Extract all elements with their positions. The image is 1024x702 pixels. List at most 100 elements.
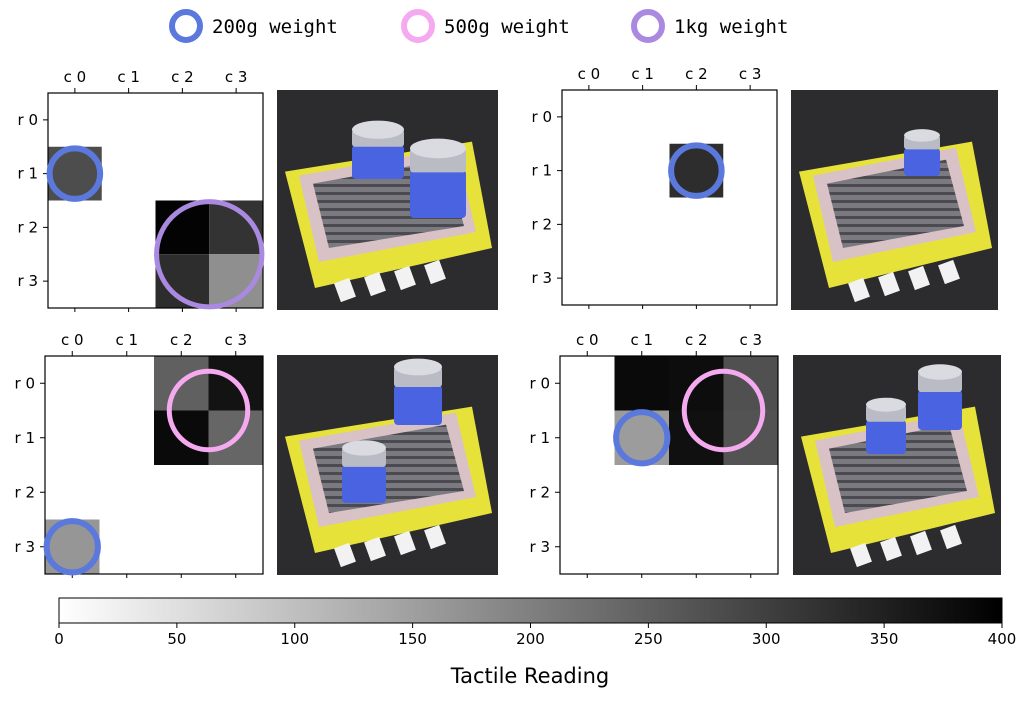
row-tick-label: r 2 <box>18 218 38 236</box>
column-tick-label: c 0 <box>576 331 599 349</box>
row-tick-label: r 2 <box>530 483 550 501</box>
photo-tag <box>878 271 900 297</box>
legend-item-500g: 500g weight <box>401 9 570 43</box>
photo-weight-cap <box>904 129 940 142</box>
photo-tag <box>334 277 356 303</box>
photo-tag <box>910 530 932 556</box>
photo-panel <box>277 90 498 310</box>
column-tick-label: c 1 <box>630 331 653 349</box>
photo-weight-body <box>394 385 442 425</box>
column-tick-label: c 1 <box>115 331 138 349</box>
column-tick-label: c 1 <box>631 65 654 83</box>
row-tick-label: r 3 <box>532 269 552 287</box>
weight-marker-200g <box>43 518 101 576</box>
photo-tag <box>394 265 416 291</box>
heatmap-frame <box>561 89 778 306</box>
legend-label-200g: 200g weight <box>212 16 338 38</box>
weight-marker-200g <box>46 145 104 202</box>
heatmap-bottom-left: c 0 c 1 c 2 c 3 r 0 r 1 r 2 r 3 <box>15 331 264 578</box>
photo-weight-cap <box>410 138 466 159</box>
heatmap-top-right: c 0 c 1 c 2 c 3 r 0 r 1 r 2 r 3 <box>532 65 778 309</box>
legend: 200g weight 500g weight 1kg weight <box>169 9 788 43</box>
column-tick-label: c 0 <box>64 68 87 86</box>
colorbar-label: Tactile Reading <box>450 664 610 688</box>
photo-sensor-grid <box>827 159 964 248</box>
photo-panel <box>793 355 1001 575</box>
column-tick-label: c 0 <box>61 331 84 349</box>
colorbar-tick-label: 300 <box>752 630 781 648</box>
column-tick-label: c 3 <box>224 331 247 349</box>
weight-marker-500g <box>166 368 251 453</box>
heatmap-bottom-right: c 0 c 1 c 2 c 3 r 0 r 1 r 2 r 3 <box>530 331 779 578</box>
photo-weight-cap <box>352 120 404 139</box>
colorbar-tick-label: 0 <box>54 630 64 648</box>
row-tick-label: r 1 <box>15 429 35 447</box>
column-tick-label: c 3 <box>739 331 762 349</box>
photo-tag <box>938 259 960 285</box>
photo-weight-body <box>352 145 404 179</box>
weight-marker-200g <box>668 142 725 199</box>
photo-weight-cap <box>394 358 442 376</box>
colorbar-tick-label: 400 <box>988 630 1017 648</box>
row-tick-label: r 2 <box>532 215 552 233</box>
colorbar-tick-label: 250 <box>634 630 663 648</box>
photo-tag <box>334 542 356 568</box>
row-tick-label: r 3 <box>15 538 35 556</box>
photo-weight-body <box>904 148 940 176</box>
photo-weight-cap <box>918 364 962 380</box>
row-tick-label: r 1 <box>530 429 550 447</box>
photo-tag <box>364 271 386 297</box>
heatmap-panels: c 0 c 1 c 2 c 3 r 0 r 1 r 2 r 3 c 0 c 1 c 2 c 3 r 0 r… <box>15 65 779 578</box>
colorbar-tick-label: 50 <box>167 630 186 648</box>
photo-tag <box>848 277 870 303</box>
column-tick-label: c 2 <box>685 331 708 349</box>
legend-swatch-1kg <box>631 9 665 43</box>
row-tick-label: r 0 <box>530 374 550 392</box>
column-tick-label: c 0 <box>578 65 601 83</box>
column-tick-label: c 3 <box>225 68 248 86</box>
photo-weight-body <box>918 390 962 430</box>
row-tick-label: r 1 <box>532 162 552 180</box>
heatmap-top-left: c 0 c 1 c 2 c 3 r 0 r 1 r 2 r 3 <box>18 68 265 312</box>
photo-tag <box>364 536 386 562</box>
photo-weight-cap <box>342 440 386 456</box>
colorbar-tick-label: 350 <box>870 630 899 648</box>
row-tick-label: r 1 <box>18 165 38 183</box>
row-tick-label: r 0 <box>18 111 38 129</box>
column-tick-label: c 3 <box>739 65 762 83</box>
colorbar-tick-label: 150 <box>398 630 427 648</box>
row-tick-label: r 3 <box>18 272 38 290</box>
photo-tag <box>880 536 902 562</box>
legend-label-500g: 500g weight <box>444 16 570 38</box>
photo-sensor-grid <box>829 424 967 513</box>
weight-marker-200g <box>613 409 671 467</box>
column-tick-label: c 2 <box>171 68 194 86</box>
photo-panel <box>791 90 998 310</box>
colorbar-ticks: 0 50 100 150 200 250 300 350 400 <box>54 623 1016 648</box>
photo-weight-body <box>342 465 386 503</box>
photo-tag <box>424 259 446 285</box>
photo-tag <box>908 265 930 291</box>
heatmap-frame <box>559 355 779 575</box>
photo-weight-cap <box>866 397 906 412</box>
colorbar-tick-label: 200 <box>516 630 545 648</box>
photo-tag <box>850 542 872 568</box>
column-tick-label: c 2 <box>685 65 708 83</box>
row-tick-label: r 0 <box>15 374 35 392</box>
row-tick-label: r 3 <box>530 538 550 556</box>
column-tick-label: c 2 <box>170 331 193 349</box>
column-tick-label: c 1 <box>117 68 140 86</box>
row-tick-label: r 2 <box>15 483 35 501</box>
legend-item-200g: 200g weight <box>169 9 338 43</box>
photo-weight-body <box>410 170 466 218</box>
heatmap-frame <box>47 92 264 309</box>
legend-label-1kg: 1kg weight <box>674 16 788 38</box>
photo-weight-body <box>866 420 906 454</box>
legend-item-1kg: 1kg weight <box>631 9 788 43</box>
weight-marker-1kg <box>154 199 265 310</box>
heatmap-frame <box>44 355 264 575</box>
photo-panels <box>277 90 1001 575</box>
colorbar: 0 50 100 150 200 250 300 350 400 Tactile Reading <box>54 597 1016 688</box>
colorbar-gradient <box>58 597 1003 624</box>
